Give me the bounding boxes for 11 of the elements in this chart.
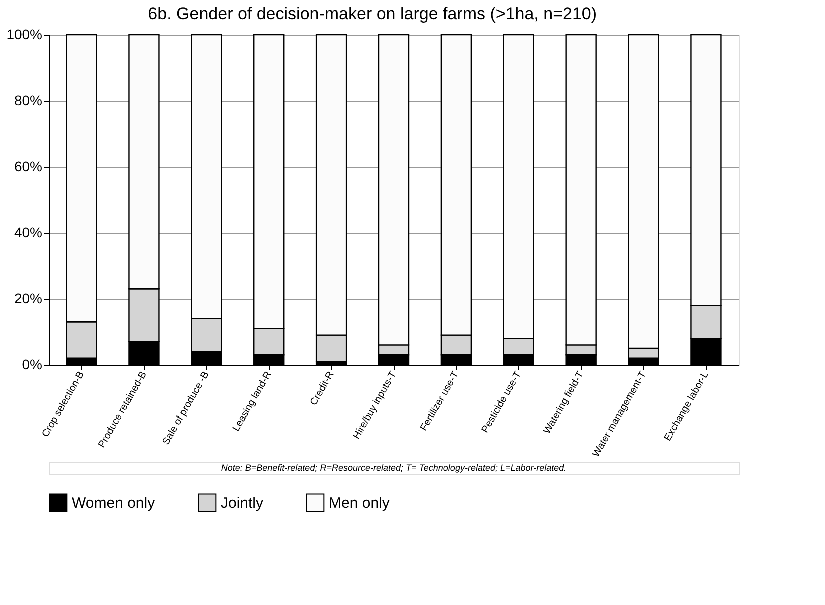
y-tick-label: 0% — [22, 356, 42, 372]
legend-label: Women only — [72, 494, 156, 512]
y-tick-label: 100% — [6, 26, 42, 42]
y-tick-label: 60% — [14, 158, 42, 174]
legend-label: Men only — [329, 494, 390, 512]
y-tick-label: 20% — [14, 290, 42, 306]
legend-label: Jointly — [221, 494, 264, 512]
text: Note: B=Benefit-related; R=Resource-related; T= Technology-related; L=Labor-related. — [221, 463, 567, 473]
chart-title: 6b. Gender of decision-maker on large farms (>1ha, n=210) — [148, 4, 598, 24]
y-tick-label: 40% — [14, 224, 42, 240]
y-tick-label: 80% — [14, 92, 42, 108]
